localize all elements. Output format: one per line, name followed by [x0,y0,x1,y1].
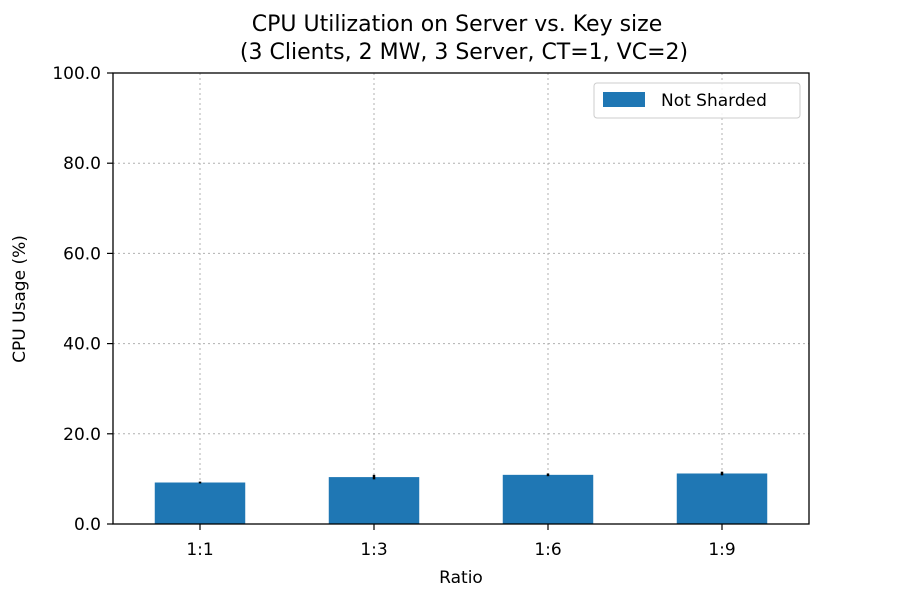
x-axis-label: Ratio [439,568,483,588]
bars-group [154,473,768,524]
y-tick-label: 60.0 [63,244,101,264]
grid-lines [113,72,809,525]
y-tick-label: 40.0 [63,335,101,355]
y-axis-label: CPU Usage (%) [10,235,30,363]
chart-title-line1: CPU Utilization on Server vs. Key size [252,12,663,37]
x-tick-label: 1:1 [186,540,213,560]
y-tick-label: 0.0 [74,515,101,535]
x-tick-label: 1:3 [360,540,387,560]
x-tick-label: 1:9 [708,540,735,560]
y-tick-label: 20.0 [63,425,101,445]
chart-title-line2: (3 Clients, 2 MW, 3 Server, CT=1, VC=2) [240,40,688,65]
legend-swatch [603,92,645,107]
legend-box [593,82,801,119]
error-bars-group [198,471,724,484]
y-tick-label: 100.0 [52,64,101,84]
y-ticks: 0.0 20.0 40.0 60.0 80.0 100.0 [52,64,113,535]
bar [154,482,246,524]
bar [328,477,420,524]
legend: Not Sharded [593,82,801,119]
bar [676,473,768,524]
plot-frame [112,72,810,525]
x-ticks: 1:1 1:3 1:6 1:9 [186,524,736,560]
legend-label: Not Sharded [661,91,767,111]
x-tick-label: 1:6 [534,540,561,560]
y-tick-label: 80.0 [63,154,101,174]
bar [502,474,594,524]
